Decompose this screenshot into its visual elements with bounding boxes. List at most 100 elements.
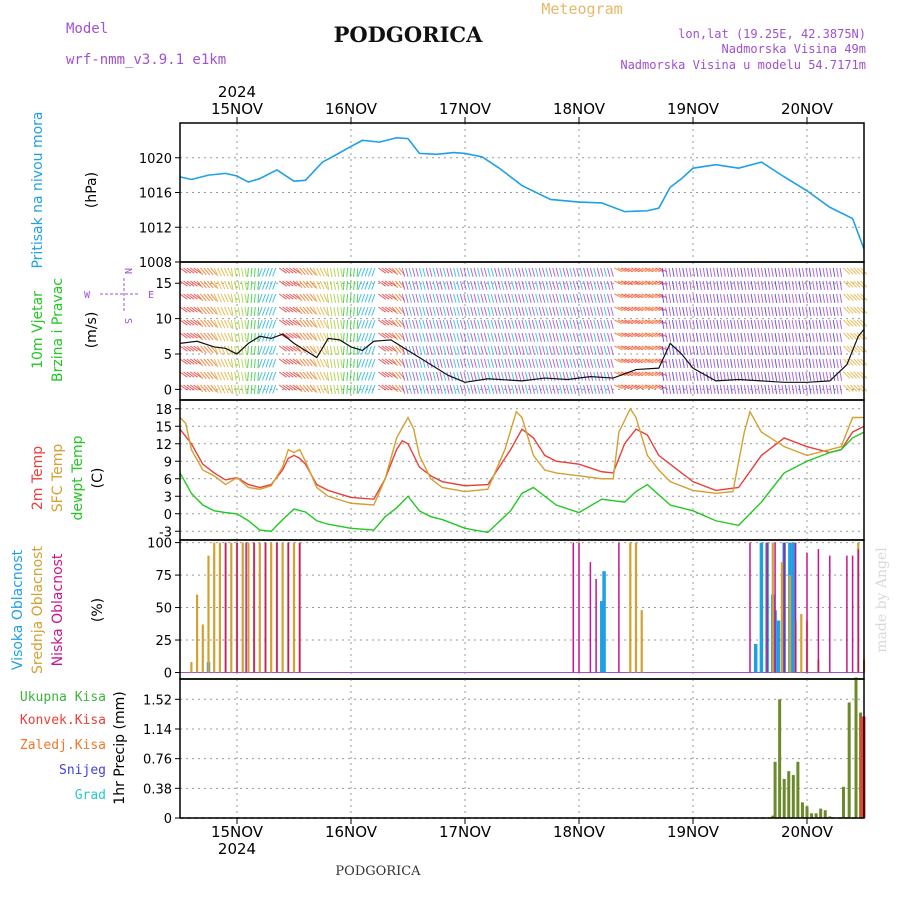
wind-barb [586, 306, 590, 316]
wind-barb [736, 280, 740, 290]
wind-barb [562, 345, 566, 355]
wind-barb [723, 267, 726, 277]
wind-barb [494, 345, 498, 355]
wind-barb [384, 267, 393, 274]
wind-barb [442, 384, 447, 394]
wind-barb [244, 384, 248, 394]
wind-barb [726, 319, 730, 329]
wind-barb [586, 384, 590, 394]
wind-barb [415, 267, 419, 277]
wind-barb [600, 345, 604, 355]
mid-cloud-bar [780, 562, 784, 673]
wind-barb [736, 319, 740, 329]
wind-barb [346, 293, 349, 304]
wind-barb [784, 345, 788, 355]
wind-barb [655, 280, 664, 286]
wind-barb [511, 319, 515, 329]
wind-barb [702, 332, 706, 342]
wind-barb [579, 384, 583, 394]
wind-barb [272, 384, 277, 394]
wind-barb [250, 332, 253, 343]
wind-barb [391, 332, 399, 341]
wind-barb [306, 280, 313, 289]
wind-barb [333, 358, 336, 368]
wind-barb [839, 306, 843, 316]
wind-barb [808, 332, 812, 342]
wind-barb [559, 306, 563, 316]
wind-barb [589, 345, 594, 355]
wind-barb [459, 267, 464, 277]
wind-barb [528, 345, 532, 355]
wind-barb [589, 332, 594, 342]
wind-barb [384, 371, 393, 378]
wind-barb [767, 345, 771, 355]
wind-barb [250, 358, 253, 369]
wind-barb [641, 306, 651, 312]
wind-barb [261, 293, 266, 303]
wind-barb [189, 345, 198, 352]
wind-barb [497, 384, 501, 394]
wind-barb [436, 306, 440, 316]
wind-barb [357, 306, 362, 316]
wind-barb [832, 358, 836, 368]
wind-barb [336, 293, 340, 303]
wind-barb [836, 293, 839, 303]
wind-barb [436, 267, 440, 277]
wind-barb [832, 319, 836, 329]
wind-barb [733, 280, 737, 290]
wind-barb [528, 267, 532, 277]
wind-barb [381, 280, 390, 287]
wind-barb [572, 306, 577, 316]
wind-barb [453, 371, 457, 381]
wind-barb [494, 306, 498, 316]
wind-barb [713, 319, 716, 329]
wind-barb [405, 293, 409, 303]
wind-barb [754, 332, 757, 342]
wind-barb [412, 371, 416, 381]
wind-barb [418, 384, 423, 394]
wind-barb [442, 306, 447, 316]
wind-barb [432, 358, 436, 368]
wind-barb [778, 345, 781, 355]
bottom-day-label: 17NOV [439, 823, 492, 841]
wind-barb [695, 384, 699, 394]
wind-barb [415, 345, 419, 355]
wind-barb [607, 306, 611, 316]
wind-barb [692, 345, 696, 355]
wind-barb [329, 332, 333, 342]
wind-barb [682, 306, 685, 316]
top-day-label: 15NOV [211, 100, 264, 118]
wind-barb [747, 306, 750, 316]
wind-barb [449, 332, 453, 342]
wind-barb [487, 267, 491, 277]
ytick-label: 100 [147, 537, 172, 552]
wind-barb [702, 267, 706, 277]
wind-barb [388, 345, 397, 352]
sfc-temp-line [179, 407, 864, 506]
wind-barb [822, 267, 826, 277]
wind-barb [774, 358, 778, 368]
wind-barb [346, 358, 349, 369]
dewpt-line [179, 431, 865, 534]
wind-barb [203, 345, 211, 354]
wind-barb [798, 332, 802, 342]
wind-barb [425, 371, 430, 381]
wind-barb [442, 332, 447, 342]
wind-barb [542, 293, 546, 303]
wind-barb [524, 280, 529, 290]
wind-barb [206, 306, 214, 315]
wind-barb [183, 293, 192, 300]
wind-barb [839, 371, 843, 381]
wind-barb [230, 384, 234, 394]
wind-barb [500, 293, 505, 303]
wind-barb [336, 319, 340, 329]
wind-barb [186, 319, 195, 326]
low-cloud-bar [817, 549, 820, 673]
wind-barb [668, 371, 672, 381]
wind-barb [333, 371, 336, 381]
wind-barb [671, 358, 675, 368]
wind-barb [531, 384, 536, 394]
mid-cloud-bar [771, 542, 774, 673]
wind-barb [247, 371, 249, 382]
